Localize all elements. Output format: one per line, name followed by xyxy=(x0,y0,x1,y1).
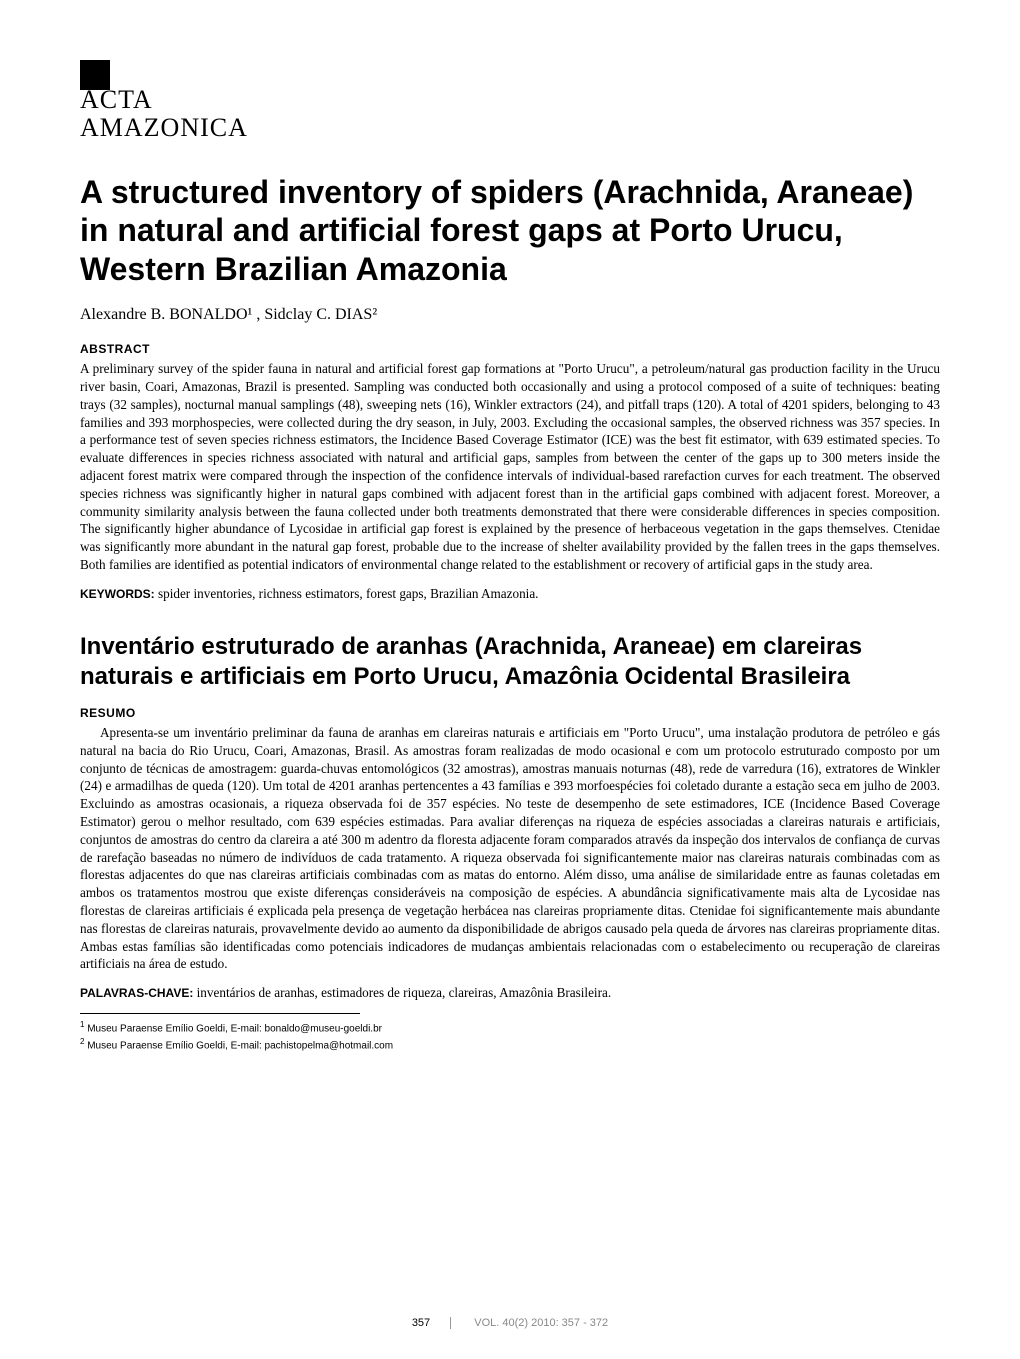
resumo-body: Apresenta-se um inventário preliminar da… xyxy=(80,724,940,973)
footnote-divider xyxy=(80,1013,360,1014)
palavras-chave-text: inventários de aranhas, estimadores de r… xyxy=(193,985,611,1000)
footnote-1: 1 Museu Paraense Emílio Goeldi, E-mail: … xyxy=(80,1020,940,1034)
keywords-text: spider inventories, richness estimators,… xyxy=(155,586,539,601)
article-title: A structured inventory of spiders (Arach… xyxy=(80,173,940,288)
authors: Alexandre B. BONALDO¹ , Sidclay C. DIAS² xyxy=(80,306,940,324)
abstract-body: A preliminary survey of the spider fauna… xyxy=(80,360,940,574)
page-footer: 357 VOL. 40(2) 2010: 357 - 372 xyxy=(0,1317,1020,1329)
footer-volume-info: VOL. 40(2) 2010: 357 - 372 xyxy=(454,1317,608,1329)
journal-logo: ACTA AMAZONICA xyxy=(80,60,940,143)
secondary-title: Inventário estruturado de aranhas (Arach… xyxy=(80,632,940,692)
footnote-2: 2 Museu Paraense Emílio Goeldi, E-mail: … xyxy=(80,1037,940,1051)
abstract-heading: ABSTRACT xyxy=(80,342,940,356)
palavras-chave-line: PALAVRAS-CHAVE: inventários de aranhas, … xyxy=(80,985,940,1001)
keywords-label: KEYWORDS: xyxy=(80,587,155,601)
resumo-heading: RESUMO xyxy=(80,706,940,720)
footer-page-number: 357 xyxy=(412,1317,451,1329)
journal-name-line2: AMAZONICA xyxy=(80,113,940,143)
keywords-line: KEYWORDS: spider inventories, richness e… xyxy=(80,586,940,602)
palavras-chave-label: PALAVRAS-CHAVE: xyxy=(80,986,193,1000)
journal-name-line1: ACTA xyxy=(80,85,940,115)
